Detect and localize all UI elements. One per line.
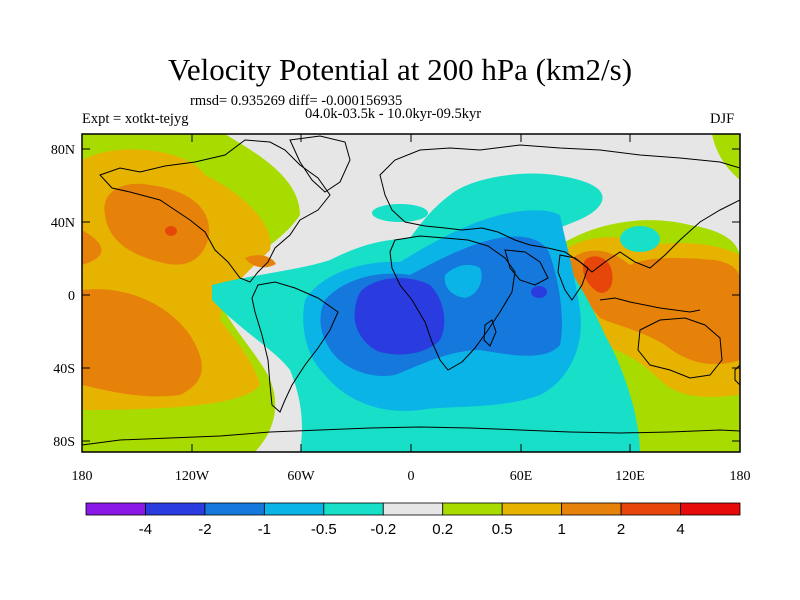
map-title: Velocity Potential at 200 hPa (km2/s) bbox=[167, 52, 633, 87]
lat-tick-label: 80N bbox=[51, 143, 75, 158]
coastline-australia bbox=[637, 317, 723, 379]
colorbar: -4 -2 -1 -0.5 -0.2 0.2 0.5 1 2 4 bbox=[85, 502, 741, 538]
lon-tick-label: 0 bbox=[408, 469, 415, 484]
colorbar-swatch bbox=[680, 502, 741, 516]
coastline-new-zealand bbox=[734, 364, 740, 386]
season-label: DJF bbox=[710, 111, 735, 127]
coastline-india bbox=[557, 254, 589, 301]
colorbar-label: -2 bbox=[198, 521, 211, 538]
colorbar-label: 1 bbox=[557, 521, 565, 538]
colorbar-swatch bbox=[382, 502, 444, 516]
contour-negative-asia-small-2 bbox=[620, 226, 660, 252]
colorbar-label: 4 bbox=[676, 521, 684, 538]
contour-positive-caribbean-patch bbox=[245, 255, 276, 268]
contour-positive-arctic-east bbox=[712, 134, 740, 180]
colorbar-label: -0.5 bbox=[311, 521, 337, 538]
colorbar-swatch bbox=[620, 502, 681, 516]
colorbar-label: 2 bbox=[617, 521, 625, 538]
colorbar-swatch bbox=[85, 502, 146, 516]
coastline-indonesia bbox=[599, 297, 701, 313]
contour-negative-arabian-core bbox=[531, 286, 547, 298]
lon-tick-label: 180 bbox=[730, 469, 751, 484]
experiment-label: Expt = xotkt-tejyg bbox=[82, 111, 189, 127]
coastline-arabia bbox=[504, 249, 549, 286]
colorbar-label: -1 bbox=[258, 521, 271, 538]
contour-positive-pacific-core bbox=[165, 226, 177, 236]
colorbar-swatch bbox=[323, 502, 384, 516]
contour-negative-asia-small-1 bbox=[372, 204, 428, 222]
contour-negative-band-4 bbox=[354, 278, 445, 355]
latitude-axis: 80N 40N 0 40S 80S bbox=[51, 143, 740, 450]
colorbar-label: 0.5 bbox=[492, 521, 513, 538]
colorbar-label: -4 bbox=[139, 521, 152, 538]
colorbar-swatch bbox=[442, 502, 503, 516]
colorbar-swatch bbox=[145, 502, 206, 516]
contour-positive-pacific-band-3 bbox=[82, 183, 210, 397]
colorbar-label: -0.2 bbox=[370, 521, 396, 538]
colorbar-swatch bbox=[561, 502, 622, 516]
coastline-africa bbox=[389, 235, 516, 371]
rmsd-diff-text: rmsd= 0.935269 diff= -0.000156935 bbox=[190, 93, 403, 109]
coastline-madagascar bbox=[483, 319, 497, 347]
period-label: 04.0k-03.5k - 10.0kyr-09.5kyr bbox=[305, 106, 482, 122]
coastline-south-america bbox=[251, 281, 339, 413]
lon-tick-label: 180 bbox=[72, 469, 93, 484]
lon-tick-label: 120W bbox=[175, 469, 210, 484]
contour-field bbox=[82, 134, 740, 452]
contour-positive-maritime-core bbox=[583, 256, 613, 293]
coastline-eurasia bbox=[379, 144, 740, 273]
longitude-axis: 180 120W 60W 0 60E 120E 180 bbox=[72, 134, 751, 484]
coastlines bbox=[82, 135, 740, 446]
colorbar-label: 0.2 bbox=[432, 521, 453, 538]
colorbar-swatch bbox=[501, 502, 563, 516]
coastline-antarctica bbox=[82, 426, 740, 446]
coastline-greenland bbox=[289, 135, 351, 193]
lat-tick-label: 40S bbox=[53, 362, 75, 377]
colorbar-swatch bbox=[263, 502, 325, 516]
lon-tick-label: 60W bbox=[287, 469, 315, 484]
lat-tick-label: 0 bbox=[68, 289, 75, 304]
coastline-north-america bbox=[99, 139, 331, 283]
lon-tick-label: 120E bbox=[615, 469, 645, 484]
contour-neutral-sahara-gap bbox=[444, 264, 482, 298]
lat-tick-label: 40N bbox=[51, 216, 75, 231]
lat-tick-label: 80S bbox=[53, 435, 75, 450]
lon-tick-label: 60E bbox=[510, 469, 533, 484]
colorbar-swatch bbox=[204, 502, 265, 516]
